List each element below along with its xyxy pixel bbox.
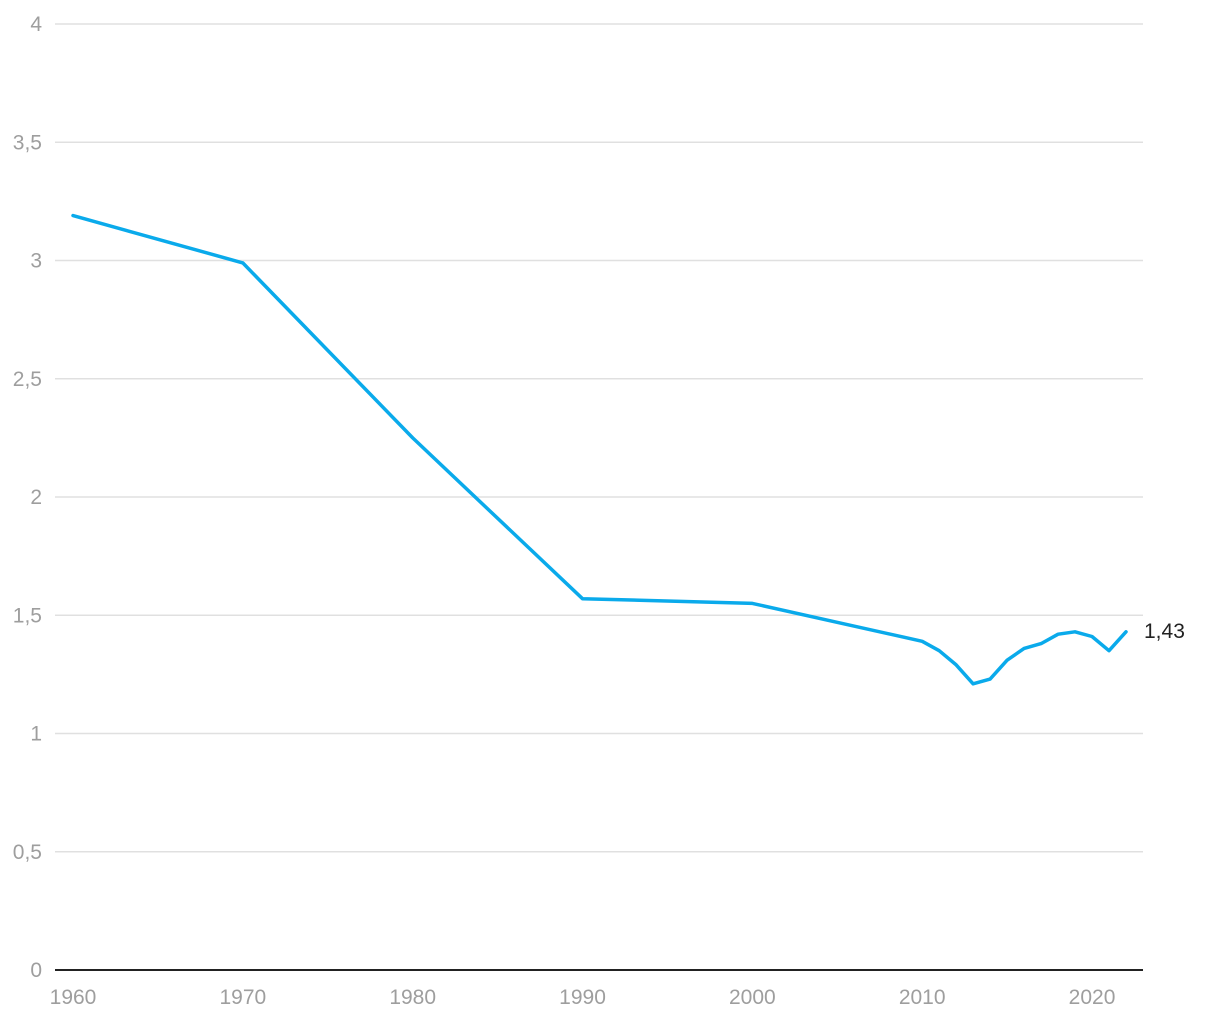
y-tick-label: 3 xyxy=(30,250,42,273)
y-tick-label: 3,5 xyxy=(13,131,42,154)
y-tick-label: 1 xyxy=(30,723,42,746)
gridlines xyxy=(55,23,1143,853)
y-tick-label: 2,5 xyxy=(13,368,42,391)
series-line xyxy=(71,213,1128,686)
x-tick-label: 2020 xyxy=(1069,986,1116,1009)
x-tick-label: 1990 xyxy=(559,986,606,1009)
x-tick-label: 2000 xyxy=(729,986,776,1009)
y-tick-label: 1,5 xyxy=(13,604,42,627)
y-tick-label: 0,5 xyxy=(13,841,42,864)
end-value-label: 1,43 xyxy=(1144,620,1185,643)
x-tick-label: 1970 xyxy=(219,986,266,1009)
y-tick-label: 4 xyxy=(30,13,42,36)
x-tick-label: 1960 xyxy=(50,986,97,1009)
x-axis-tick-labels: 1960 1970 1980 1990 2000 2010 2020 xyxy=(50,986,1116,1009)
x-tick-label: 1980 xyxy=(389,986,436,1009)
y-tick-label: 2 xyxy=(30,486,42,509)
y-tick-label: 0 xyxy=(30,959,42,982)
series-layer xyxy=(71,213,1128,686)
y-axis-tick-labels: 0 0,5 1 1,5 2 2,5 3 3,5 4 xyxy=(13,13,43,982)
x-tick-label: 2010 xyxy=(899,986,946,1009)
